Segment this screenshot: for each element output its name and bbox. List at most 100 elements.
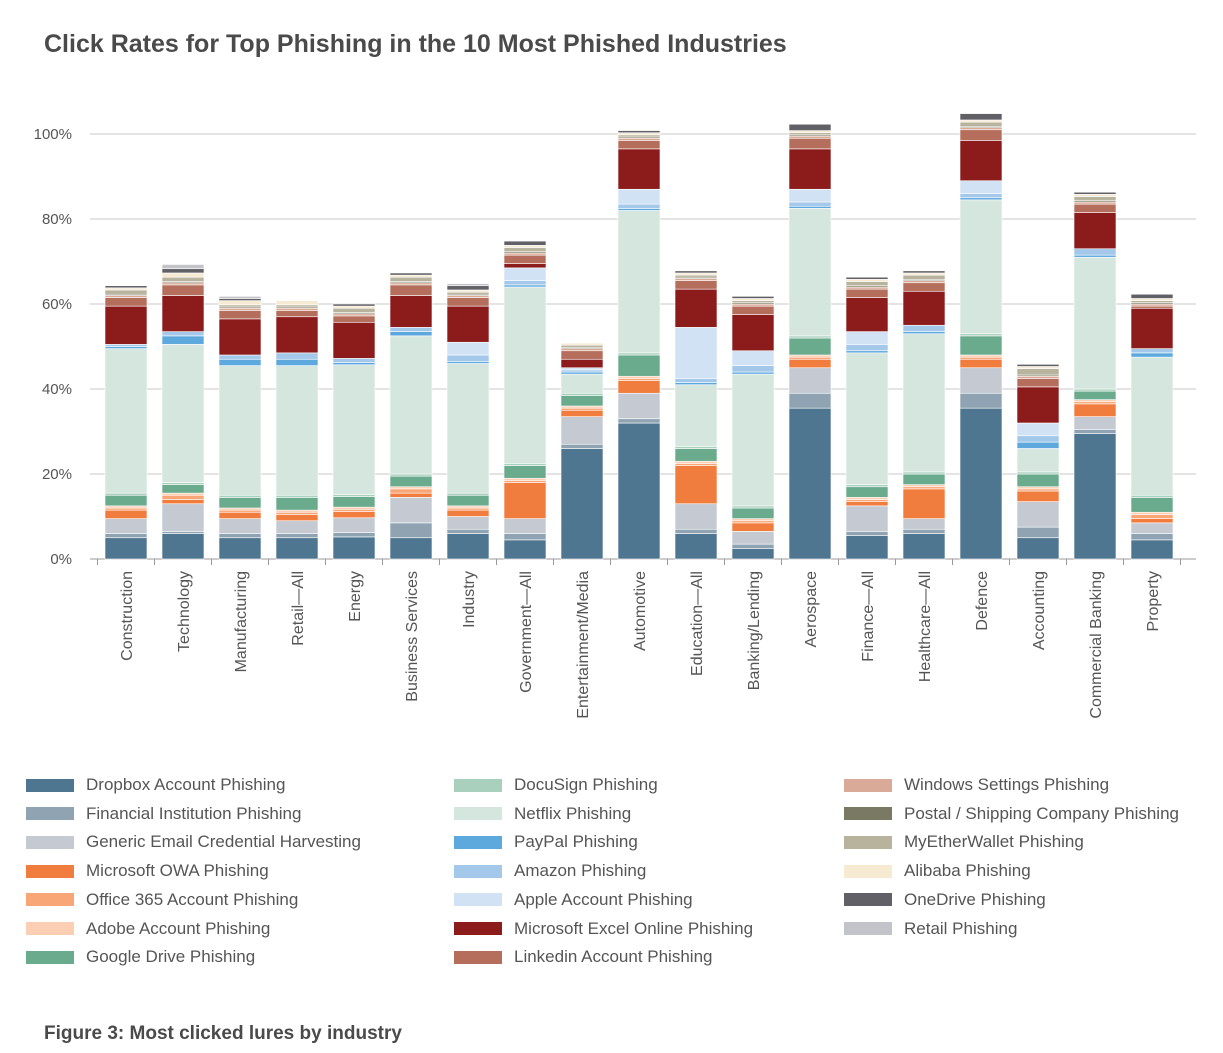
bar-segment <box>731 314 775 352</box>
bar-segment <box>389 295 433 328</box>
bar-segment <box>332 321 376 359</box>
bar-segment <box>902 488 946 519</box>
bar-segment <box>845 276 889 280</box>
bar-segment <box>332 307 376 313</box>
legend-label: Financial Institution Phishing <box>86 803 302 823</box>
bar-segment <box>731 298 775 301</box>
bar-segment <box>959 335 1003 356</box>
bar-segment <box>161 503 205 532</box>
bar-segment <box>218 298 262 301</box>
bar-segment <box>104 285 148 289</box>
bar-segment <box>674 278 718 281</box>
legend-swatch <box>844 922 892 935</box>
bar-segment <box>1130 356 1174 496</box>
bar-segment <box>731 507 775 519</box>
y-tick-label: 20% <box>42 466 72 483</box>
bar-segment <box>959 354 1003 358</box>
bar-segment <box>503 480 547 483</box>
bar-segment <box>1130 539 1174 560</box>
bar-segment <box>845 535 889 560</box>
bar-segment <box>902 486 946 490</box>
bar-segment <box>845 352 889 485</box>
x-category-label: Government—All <box>518 571 535 693</box>
bar-segment <box>446 291 490 295</box>
x-category-label: Commercial Banking <box>1088 571 1105 719</box>
stacked-bar-chart: 0% 20% 40% 60% 80% 100% Construction Technolog… <box>34 113 1196 719</box>
bar-segment <box>104 505 148 509</box>
legend-swatch <box>454 864 502 878</box>
bar-segment <box>674 280 718 290</box>
legend-item: Google Drive Phishing <box>26 947 255 967</box>
bar-segment <box>674 378 718 383</box>
bar-segment <box>1073 256 1117 390</box>
legend-item: Linkedin Account Phishing <box>454 947 712 967</box>
bar-segment <box>845 344 889 352</box>
bar-segment <box>959 121 1003 127</box>
bar-segment <box>560 342 604 346</box>
bar-segment <box>503 518 547 534</box>
x-axis-labels: Construction Technology Manufacturing Retai… <box>97 559 1181 719</box>
bar-segment <box>1073 194 1117 197</box>
bar-segment <box>1016 501 1060 528</box>
legend-item: Generic Email Credential Harvesting <box>26 832 361 852</box>
bar-segment <box>218 300 262 306</box>
bar-segment <box>959 140 1003 182</box>
bar-segment <box>389 272 433 276</box>
x-category-label: Business Services <box>404 571 421 702</box>
legend-item: Dropbox Account Phishing <box>26 775 285 795</box>
bar-segment <box>275 533 319 539</box>
bar-segment <box>275 365 319 496</box>
legend-label: Retail Phishing <box>904 918 1018 938</box>
bar-segment <box>161 344 205 483</box>
bar-segment <box>788 208 832 337</box>
bar-segment <box>332 494 376 497</box>
bar-segment <box>1130 348 1174 354</box>
bar-segment <box>1016 473 1060 488</box>
bar-segment <box>1130 533 1174 541</box>
bar-segment <box>902 473 946 485</box>
bar-segment <box>275 511 319 515</box>
bar-segment <box>674 446 718 449</box>
legend-item: Microsoft OWA Phishing <box>26 861 269 881</box>
x-category-label: Manufacturing <box>233 571 250 672</box>
bar-segment <box>1016 537 1060 560</box>
bar-segment <box>617 352 661 356</box>
legend-item: Netflix Phishing <box>454 804 631 824</box>
bar-segment <box>959 407 1003 560</box>
x-category-label: Banking/Lending <box>746 571 763 690</box>
bar-segment <box>389 488 433 494</box>
bar-segment <box>1016 526 1060 539</box>
bar-segment <box>161 268 205 274</box>
bar-segment <box>1130 300 1174 304</box>
bar-segment <box>560 407 604 411</box>
bar-segment <box>1130 518 1174 524</box>
bar-segment <box>161 482 205 485</box>
bar-segment <box>674 274 718 278</box>
bar-segment <box>1016 368 1060 376</box>
bar-segment <box>275 307 319 311</box>
legend-label: Dropbox Account Phishing <box>86 775 286 794</box>
bar-segment <box>674 463 718 466</box>
bar-segment <box>1130 352 1174 358</box>
bar-segment <box>332 364 376 495</box>
bar-segment <box>845 486 889 498</box>
legend-swatch <box>26 922 74 935</box>
x-category-label: Property <box>1145 571 1162 631</box>
bar-segment <box>788 130 832 134</box>
bar-segment <box>617 375 661 379</box>
bar-segment <box>560 443 604 449</box>
bar-segment <box>503 463 547 466</box>
bar-segment <box>731 305 775 315</box>
bar-segment <box>389 475 433 488</box>
bar-segment <box>731 365 775 373</box>
legend-item: OneDrive Phishing <box>844 890 1046 910</box>
bar-segment <box>788 354 832 358</box>
bar-segment <box>617 134 661 138</box>
bar-segment <box>161 282 205 286</box>
bar-segment <box>959 197 1003 201</box>
bar-segment <box>674 533 718 560</box>
bar-segment <box>788 337 832 356</box>
bar-segment <box>617 132 661 136</box>
legend-label: PayPal Phishing <box>514 832 638 852</box>
bar-segment <box>275 300 319 306</box>
